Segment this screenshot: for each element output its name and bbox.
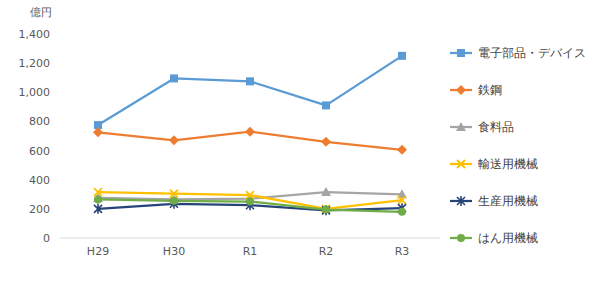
- y-tick-label: 800: [29, 115, 50, 128]
- legend-marker: [456, 122, 466, 131]
- y-tick-label: 1,400: [19, 28, 51, 41]
- data-point: [245, 127, 255, 137]
- data-point: [246, 77, 254, 85]
- legend-marker: [456, 85, 466, 95]
- data-point: [321, 137, 331, 147]
- y-tick-label: 200: [29, 203, 50, 216]
- x-tick-label: R3: [395, 245, 410, 258]
- chart-container: 億円 1,400 1,200 1,000 800 600 400 200 0 H29 H30 R1 R2…: [0, 0, 607, 284]
- legend-marker: [457, 234, 465, 242]
- data-point: [322, 206, 330, 214]
- x-tick-label: R1: [243, 245, 258, 258]
- data-point: [397, 145, 407, 155]
- legend-label: はん用機械: [478, 231, 538, 245]
- data-point: [322, 205, 330, 215]
- data-point: [321, 187, 331, 196]
- chart-svg: 億円 1,400 1,200 1,000 800 600 400 200 0 H29 H30 R1 R2…: [0, 0, 607, 284]
- data-point: [398, 52, 406, 60]
- data-point: [322, 101, 330, 109]
- legend-marker: [457, 196, 465, 206]
- y-tick-label: 1,200: [19, 57, 51, 70]
- legend-label: 食料品: [478, 120, 514, 134]
- data-point: [398, 208, 406, 216]
- data-point: [94, 195, 102, 203]
- data-point: [322, 205, 330, 213]
- legend-label: 生産用機械: [478, 194, 538, 208]
- legend: 電子部品・デバイス鉄鋼食料品輸送用機械生産用機械はん用機械: [450, 46, 586, 245]
- plot-data: [93, 52, 407, 216]
- y-axis-label: 億円: [30, 6, 52, 19]
- legend-marker: [457, 160, 465, 168]
- data-point: [170, 197, 178, 205]
- data-point: [94, 188, 102, 196]
- data-point: [93, 127, 103, 137]
- data-point: [246, 198, 254, 206]
- y-tick-label: 0: [43, 232, 50, 245]
- x-tick-label: R2: [319, 245, 334, 258]
- data-point: [170, 74, 178, 82]
- y-tick-label: 1,000: [19, 86, 51, 99]
- data-point: [398, 196, 406, 204]
- y-tick-label: 400: [29, 174, 50, 187]
- y-tick-label: 600: [29, 145, 50, 158]
- data-point: [170, 190, 178, 198]
- legend-label: 輸送用機械: [478, 157, 538, 171]
- legend-label: 鉄鋼: [478, 83, 502, 97]
- x-tick-label: H30: [163, 245, 185, 258]
- data-point: [169, 135, 179, 145]
- legend-label: 電子部品・デバイス: [478, 46, 586, 60]
- legend-marker: [457, 49, 465, 57]
- x-axis-line: [60, 238, 440, 239]
- series-line: [98, 56, 402, 125]
- data-point: [94, 204, 102, 214]
- x-tick-label: H29: [87, 245, 109, 258]
